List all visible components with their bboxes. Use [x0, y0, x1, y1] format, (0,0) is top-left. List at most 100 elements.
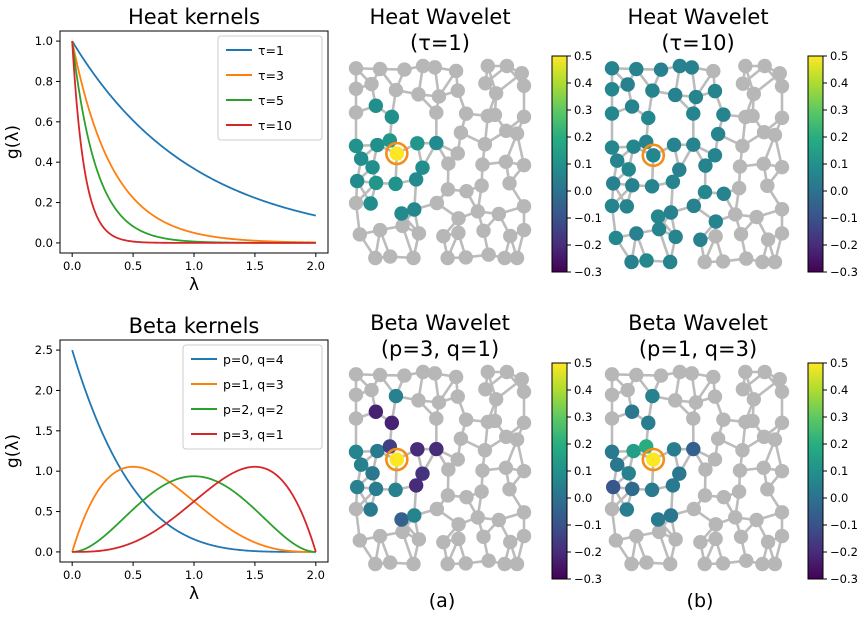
- beta-p1q3-node: [775, 529, 789, 543]
- heat-t1-node: [481, 59, 495, 73]
- beta-y-tick-label: 2.0: [35, 383, 53, 397]
- beta-p3q1-node-active: [407, 508, 421, 522]
- colorbar-heat-t10-tick-label: 0.4: [830, 76, 848, 90]
- beta-p3q1-node-active: [369, 405, 383, 419]
- heat-t1-node-active: [394, 206, 408, 220]
- beta-p3q1-node-active: [370, 444, 384, 458]
- beta-p1q3-node-active: [626, 444, 640, 458]
- colorbar-beta-p1q3-tick-label: 0.2: [830, 437, 848, 451]
- heat-x-tick-label: 1.0: [185, 259, 203, 273]
- beta-p1q3-node: [760, 482, 774, 496]
- heat-t1-node: [500, 59, 514, 73]
- colorbar-heat-t10-tick-label: 0.0: [830, 184, 848, 198]
- heat-legend-label: τ=1: [258, 43, 284, 58]
- heat-t10-node-active: [652, 222, 666, 236]
- heat-legend: τ=1 τ=3 τ=5 τ=10: [218, 36, 322, 140]
- beta-p1q3-node-active: [646, 452, 660, 466]
- wavelet-subtitle-a-bottom: (p=3, q=1): [381, 337, 499, 361]
- heat-t10-node-active: [663, 255, 677, 269]
- beta-p3q1-node: [397, 368, 411, 382]
- heat-x-tick-label: 2.0: [307, 259, 325, 273]
- heat-t10-node-active: [605, 82, 619, 96]
- colorbar-heat-t1-tick-label: 0.3: [574, 103, 592, 117]
- heat-t10-node: [733, 159, 747, 173]
- heat-t10-node-active: [605, 140, 619, 154]
- heat-t10-node-active: [605, 106, 619, 120]
- beta-p3q1-node: [395, 525, 409, 539]
- heat-t10-node-active: [610, 153, 624, 167]
- beta-p3q1-node: [451, 389, 465, 403]
- beta-p1q3-node: [716, 412, 730, 426]
- colorbar-beta-p3q1-tick-label: −0.3: [574, 572, 602, 586]
- heat-y-axis-label: g(λ): [3, 125, 23, 159]
- colorbar-heat-t1-tick-label: 0.1: [574, 157, 592, 171]
- colorbar-beta-p1q3-tick-label: 0.5: [830, 356, 848, 370]
- colorbar-heat-t1-tick-label: −0.2: [574, 238, 602, 252]
- beta-y-axis-label: g(λ): [3, 434, 23, 468]
- heat-t1-node: [429, 105, 443, 119]
- beta-p3q1-node-active: [388, 483, 402, 497]
- beta-p3q1-node: [432, 395, 446, 409]
- heat-kernels-title: Heat kernels: [128, 5, 260, 29]
- heat-legend-label: τ=3: [258, 68, 284, 83]
- beta-p3q1-node: [429, 411, 443, 425]
- heat-t1-node: [492, 207, 506, 221]
- heat-t1-node: [510, 126, 524, 140]
- beta-p1q3-node-active: [666, 478, 680, 492]
- beta-p3q1-node: [474, 484, 488, 498]
- heat-t1-node: [451, 83, 465, 97]
- heat-t1-node-active: [388, 177, 402, 191]
- heat-t1-node: [502, 176, 516, 190]
- colorbar-beta-p3q1-tick-label: −0.2: [574, 545, 602, 559]
- beta-p3q1-node-active: [429, 442, 443, 456]
- colorbar-beta-p3q1: 0.50.40.30.20.10.0−0.1−0.2−0.3: [552, 356, 602, 586]
- beta-p1q3-node: [629, 368, 643, 382]
- beta-p1q3-node: [768, 432, 782, 446]
- heat-t1-node: [503, 229, 517, 243]
- heat-t1-node: [349, 61, 363, 75]
- beta-p1q3-node: [775, 505, 789, 519]
- beta-p3q1-node: [436, 535, 450, 549]
- beta-p1q3-node-active: [625, 405, 639, 419]
- heat-t10-node-active: [645, 179, 659, 193]
- beta-p1q3-node-active: [610, 458, 624, 472]
- heat-t10-node-active: [609, 231, 623, 245]
- beta-x-axis-label: λ: [189, 584, 199, 604]
- heat-t1-node: [349, 82, 363, 96]
- heat-t10-node: [716, 254, 730, 268]
- heat-t10-node: [768, 128, 782, 142]
- heat-t1-node: [517, 223, 531, 237]
- beta-p1q3-node: [605, 411, 619, 425]
- beta-p1q3-node: [728, 510, 742, 524]
- heat-t10-node-active: [687, 199, 701, 213]
- beta-p1q3-node: [711, 431, 725, 445]
- heat-t10-node-active: [686, 137, 700, 151]
- beta-p3q1-node: [471, 510, 485, 524]
- graph-heat-t10: [605, 59, 789, 269]
- beta-p1q3-node: [605, 367, 619, 381]
- heat-x-tick-label: 1.5: [246, 259, 264, 273]
- beta-p1q3-node-active: [620, 502, 634, 516]
- colorbar-heat-t1-tick-label: −0.3: [574, 265, 602, 279]
- beta-p3q1-node: [449, 370, 463, 384]
- beta-p1q3-node: [735, 443, 749, 457]
- beta-p3q1-node: [349, 411, 363, 425]
- heat-t10-node-active: [646, 148, 660, 162]
- heat-t1-node-active: [349, 139, 363, 153]
- heat-t1-node: [478, 137, 492, 151]
- beta-p1q3-node: [652, 525, 666, 539]
- heat-t1-node: [471, 204, 485, 218]
- beta-p3q1-node: [488, 414, 502, 428]
- beta-p3q1-node: [373, 368, 387, 382]
- colorbar-heat-t10-gradient: [808, 56, 823, 272]
- colorbar-beta-p1q3-tick-label: 0.0: [830, 491, 848, 505]
- beta-p3q1-node-active: [354, 458, 368, 472]
- colorbar-heat-t10-tick-label: 0.2: [830, 130, 848, 144]
- heat-t1-node-active: [390, 146, 404, 160]
- heat-t10-node: [745, 109, 759, 123]
- heat-legend-label: τ=5: [258, 93, 284, 108]
- heat-t10-node: [739, 251, 753, 265]
- beta-p3q1-node-active: [409, 478, 423, 492]
- wavelet-subtitle-b-bottom: (p=1, q=3): [639, 337, 757, 361]
